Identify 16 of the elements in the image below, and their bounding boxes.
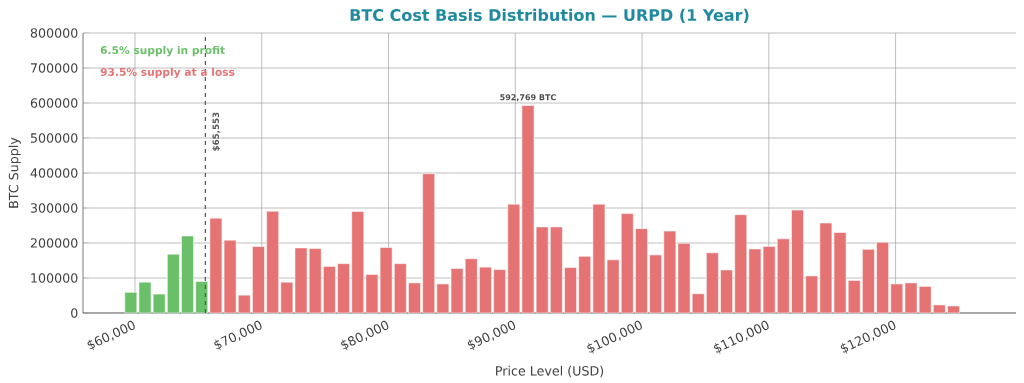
y-tick-label: 200000 [30,238,78,248]
ref-line-label: $65,553 [212,112,221,151]
y-tick-label: 700000 [30,63,78,73]
y-tick-label: 300000 [30,203,78,213]
y-tick-label: 0 [71,308,78,318]
x-axis-title: Price Level (USD) [496,365,604,378]
y-tick-label: 800000 [30,28,78,38]
y-axis-title: BTC Supply [8,137,21,208]
annotation: 6.5% supply in profit [100,45,225,57]
y-tick-label: 600000 [30,98,78,108]
annotation: 592,769 BTC [500,94,556,102]
y-tick-label: 500000 [30,133,78,143]
y-tick-label: 400000 [30,168,78,178]
y-tick-label: 100000 [31,273,78,283]
chart-title: BTC Cost Basis Distribution — URPD (1 Year) [350,8,749,23]
annotation: 93.5% supply at a loss [100,67,235,79]
